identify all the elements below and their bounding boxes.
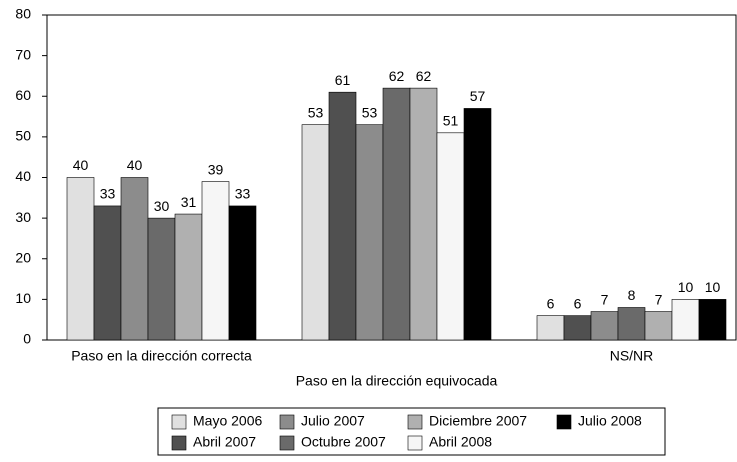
data-label: 51 — [443, 113, 459, 129]
y-tick-label: 20 — [15, 249, 31, 265]
legend-label: Abril 2008 — [429, 434, 492, 450]
bar — [463, 108, 492, 341]
data-label: 30 — [154, 198, 170, 214]
y-tick-label: 60 — [15, 87, 31, 103]
bar — [228, 205, 257, 341]
data-label: 6 — [547, 295, 555, 311]
data-label: 40 — [73, 157, 89, 173]
y-tick-label: 80 — [15, 6, 31, 22]
data-label: 40 — [127, 157, 143, 173]
bar — [436, 132, 465, 341]
data-label: 53 — [308, 104, 324, 120]
legend-label: Abril 2007 — [193, 434, 256, 450]
data-label: 33 — [100, 186, 116, 202]
bar — [201, 181, 230, 341]
bar — [644, 311, 673, 341]
bar — [590, 311, 619, 341]
legend-swatch — [279, 414, 295, 430]
bar — [66, 177, 95, 341]
y-tick-label: 10 — [15, 290, 31, 306]
legend-label: Diciembre 2007 — [429, 413, 527, 429]
bar — [382, 87, 411, 341]
bar — [93, 205, 122, 341]
bar — [563, 315, 592, 341]
data-label: 7 — [601, 291, 609, 307]
bar — [328, 91, 357, 341]
legend-label: Mayo 2006 — [193, 413, 262, 429]
x-tick-label: Paso en la dirección correcta — [71, 348, 252, 364]
data-label: 57 — [470, 88, 486, 104]
x-tick-label: NS/NR — [610, 348, 654, 364]
bar — [536, 315, 565, 341]
legend-swatch — [279, 435, 295, 451]
legend-swatch — [171, 435, 187, 451]
legend-swatch — [407, 435, 423, 451]
legend-label: Octubre 2007 — [301, 434, 386, 450]
y-tick-label: 50 — [15, 128, 31, 144]
legend-label: Julio 2008 — [578, 413, 642, 429]
data-label: 62 — [416, 68, 432, 84]
y-tick-label: 0 — [23, 331, 31, 347]
bar — [698, 299, 727, 341]
data-label: 8 — [628, 287, 636, 303]
data-label: 39 — [208, 161, 224, 177]
data-label: 33 — [235, 186, 251, 202]
legend-swatch — [556, 414, 572, 430]
data-label: 61 — [335, 72, 351, 88]
bar — [671, 299, 700, 341]
legend-swatch — [407, 414, 423, 430]
y-tick-label: 40 — [15, 168, 31, 184]
data-label: 31 — [181, 194, 197, 210]
legend-swatch — [171, 414, 187, 430]
data-label: 7 — [655, 291, 663, 307]
bar — [120, 177, 149, 341]
y-tick-label: 30 — [15, 209, 31, 225]
bar — [147, 217, 176, 341]
bar — [617, 307, 646, 341]
data-label: 53 — [362, 104, 378, 120]
bar — [174, 213, 203, 341]
data-label: 6 — [574, 295, 582, 311]
data-label: 10 — [678, 279, 694, 295]
bar — [355, 124, 384, 341]
data-label: 10 — [705, 279, 721, 295]
bar — [301, 124, 330, 341]
bar — [409, 87, 438, 341]
legend-label: Julio 2007 — [301, 413, 365, 429]
x-tick-label: Paso en la dirección equivocada — [296, 373, 498, 389]
y-tick-label: 70 — [15, 46, 31, 62]
data-label: 62 — [389, 68, 405, 84]
